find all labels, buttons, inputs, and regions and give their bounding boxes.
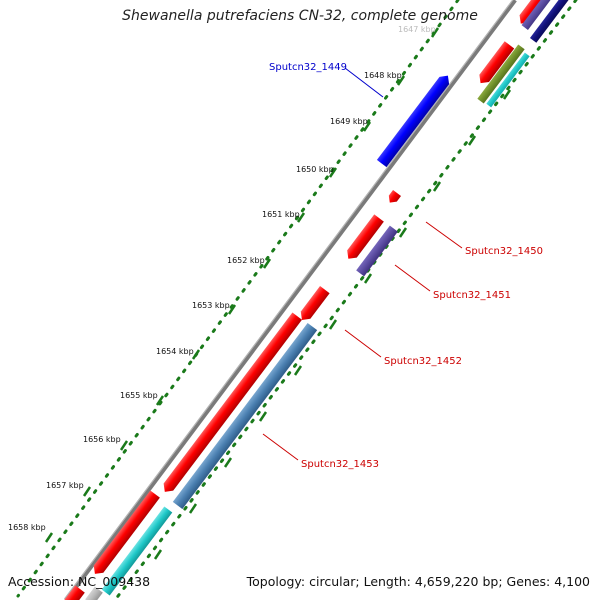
gene-label-sputcn32-1451[interactable]: Sputcn32_1451 <box>433 290 511 301</box>
scale-label: 1653 kbp <box>192 301 230 310</box>
scale-tick: 1648 kbp <box>364 71 406 86</box>
scale-tick: 1650 kbp <box>296 165 338 178</box>
scale-tick: 1655 kbp <box>120 391 165 406</box>
scale-tick: 1654 kbp <box>156 347 201 360</box>
cog-bar-purple-top <box>521 0 555 30</box>
scale-tick: 1656 kbp <box>83 435 129 451</box>
gene-arrow-sputcn32-1452[interactable] <box>297 286 330 324</box>
cog-bar-steelblue <box>172 322 318 510</box>
cog-bar-olive <box>477 44 525 104</box>
inner-scale-ring <box>113 0 578 600</box>
gene-arrow-top-1[interactable] <box>516 0 553 27</box>
scale-label: 1647 kbp <box>398 25 436 34</box>
scale-tick: 1652 kbp <box>227 256 272 269</box>
scale-label: 1649 kbp <box>330 117 368 126</box>
scale-label: 1650 kbp <box>296 165 334 174</box>
gene-arrow-sputcn32-1449[interactable] <box>376 72 453 168</box>
genome-summary-caption: Topology: circular; Length: 4,659,220 bp… <box>246 574 590 589</box>
scale-label: 1655 kbp <box>120 391 158 400</box>
scale-tick: 1649 kbp <box>330 117 372 132</box>
gene-arrow-small[interactable] <box>386 189 402 206</box>
cog-bar-cyan-top <box>486 52 530 108</box>
gene-arrow-bottom-2[interactable] <box>63 585 85 600</box>
genome-backbone <box>64 0 517 600</box>
cog-bar-sputcn32-1451 <box>356 225 398 277</box>
scale-label: 1648 kbp <box>364 71 402 80</box>
scale-tick: 1651 kbp <box>262 210 306 223</box>
cog-bar-cyan-bottom <box>101 506 173 596</box>
scale-label: 1652 kbp <box>227 256 265 265</box>
scale-label: 1651 kbp <box>262 210 300 219</box>
scale-tick: 1658 kbp <box>8 523 54 543</box>
scale-label: 1654 kbp <box>156 347 194 356</box>
gene-arrow-top-2[interactable] <box>476 41 515 87</box>
scale-tick: 1657 kbp <box>46 481 92 497</box>
scale-tick: 1653 kbp <box>192 301 237 315</box>
scale-label: 1656 kbp <box>83 435 121 444</box>
accession-caption: Accession: NC_009438 <box>8 574 151 589</box>
scale-label: 1658 kbp <box>8 523 46 532</box>
gene-arrow-sputcn32-1450[interactable] <box>344 214 384 262</box>
gene-label-sputcn32-1449[interactable]: Sputcn32_1449 <box>269 62 347 73</box>
cog-bar-navy <box>529 0 571 43</box>
gene-arrow-sputcn32-1453[interactable] <box>160 312 302 496</box>
gene-features <box>63 0 571 600</box>
gene-label-sputcn32-1450[interactable]: Sputcn32_1450 <box>465 246 543 257</box>
gene-label-sputcn32-1452[interactable]: Sputcn32_1452 <box>384 356 462 367</box>
cog-bar-grey <box>85 586 103 600</box>
scale-tick: 1647 kbp <box>398 25 440 38</box>
scale-ticks: 1647 kbp 1648 kbp 1649 kbp 1650 kbp 1651… <box>8 25 512 560</box>
gene-label-sputcn32-1453[interactable]: Sputcn32_1453 <box>301 459 379 470</box>
map-title: Shewanella putrefaciens CN-32, complete … <box>122 8 478 24</box>
gene-arrow-bottom-1[interactable] <box>90 490 160 577</box>
gene-labels: Sputcn32_1449 Sputcn32_1450 Sputcn32_145… <box>262 62 543 470</box>
scale-label: 1657 kbp <box>46 481 84 490</box>
outer-scale-ring <box>16 0 460 598</box>
